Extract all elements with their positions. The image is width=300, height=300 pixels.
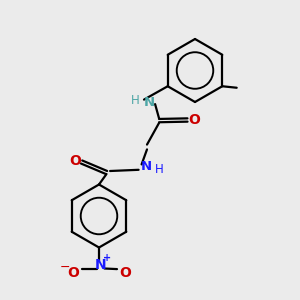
Text: O: O — [67, 266, 79, 280]
Text: N: N — [95, 258, 106, 272]
Text: N: N — [141, 160, 152, 173]
Text: N: N — [143, 96, 155, 109]
Text: O: O — [69, 154, 81, 167]
Text: +: + — [103, 253, 112, 263]
Text: O: O — [188, 113, 200, 127]
Text: H: H — [131, 94, 140, 107]
Text: H: H — [155, 163, 164, 176]
Text: O: O — [119, 266, 131, 280]
Text: −: − — [60, 261, 71, 274]
